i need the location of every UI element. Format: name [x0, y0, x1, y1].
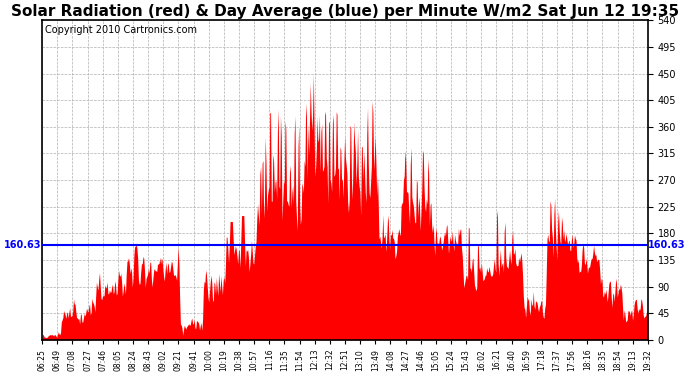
Text: Copyright 2010 Cartronics.com: Copyright 2010 Cartronics.com: [46, 25, 197, 35]
Title: Solar Radiation (red) & Day Average (blue) per Minute W/m2 Sat Jun 12 19:35: Solar Radiation (red) & Day Average (blu…: [11, 4, 679, 19]
Text: 160.63: 160.63: [649, 240, 686, 250]
Text: 160.63: 160.63: [4, 240, 41, 250]
